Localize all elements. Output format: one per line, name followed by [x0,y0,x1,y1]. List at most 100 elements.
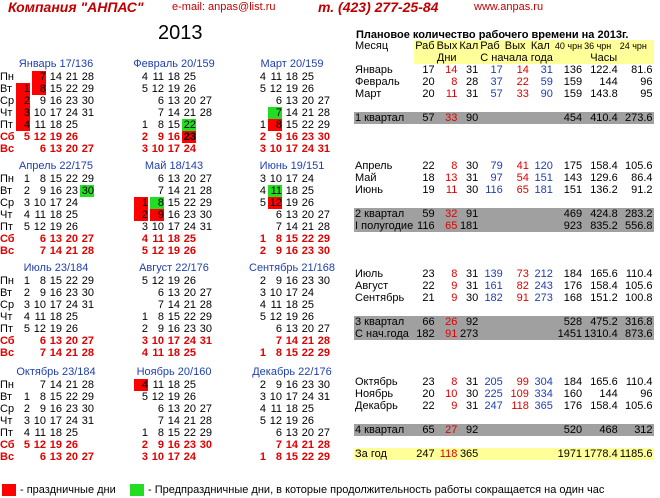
weekday-label: Вс [0,143,15,155]
calendar-day: 15 [167,311,180,323]
table-spacer [354,256,654,268]
calendar-day: 25 [183,71,196,83]
calendar-day: 7 [39,379,46,391]
calendar-day: 26 [183,245,196,257]
table-cell: 109 [510,388,529,400]
calendar-day: 25 [65,427,78,439]
calendar-day: 2 [23,287,30,299]
table-spacer [354,352,654,364]
calendar-day: 13 [49,233,62,245]
calendar-day: 25 [183,233,196,245]
calendar-day: 3 [16,107,30,119]
calendar-day: 9 [39,185,46,197]
weekday-label: Сб [0,131,15,143]
table-cell: 23 [422,268,435,280]
calendar-day: 13 [49,143,62,155]
calendar-day: 18 [49,311,62,323]
calendar-day: 24 [183,221,196,233]
table-cell: 97 [490,172,503,184]
table-cell: 1451 [553,328,584,340]
table-cell: 158.4 [590,280,618,292]
calendar-day: 11 [152,71,164,83]
table-cell: 30 [466,184,479,196]
calendar-day: 28 [199,299,212,311]
table-row: За год 247 118 365 1971 1778.4 1185.6 [354,448,654,460]
table-row: Ноябрь 20 10 30 225 109 334 160 144 96 [354,388,654,400]
table-cell: 205 [484,376,503,388]
table-cell: 30 [466,388,479,400]
calendar-day: 23 [183,209,196,221]
table-cell: 247 [414,448,436,460]
calendar-day: 14 [167,415,180,427]
table-cell: 181 [458,220,480,232]
month-title: Июль 23/184 [23,262,89,274]
weekday-label: Пт [0,323,13,335]
calendar-day: 25 [65,311,78,323]
calendar-day: 4 [259,185,266,197]
calendar-day: 5 [23,221,30,233]
calendar-day: 1 [23,275,30,287]
calendar-day: 26 [301,197,314,209]
calendar-day: 12 [151,391,164,403]
calendar-day: 29 [81,391,94,403]
calendar-day: 7 [157,415,164,427]
calendar-day: 24 [301,287,314,299]
month-title: Январь 17/136 [18,58,94,70]
table-cell [529,448,554,460]
calendar-day: 12 [33,323,46,335]
calendar-day: 3 [259,143,266,155]
calendar-day: 9 [157,439,164,451]
calendar-day: 21 [183,415,196,427]
calendar-day: 14 [167,107,180,119]
calendar-day: 9 [157,131,164,143]
calendar-day: 2 [16,95,30,107]
table-cell: Июнь [355,184,383,196]
calendar-day: 20 [65,451,78,463]
table-cell: 105.6 [625,400,653,412]
table-cell: 79 [490,160,503,172]
calendar-day: 16 [285,275,298,287]
table-cell: Февраль [355,76,400,88]
calendar-day: 3 [259,173,266,185]
calendar-day: 24 [301,173,314,185]
table-cell: 82 [516,280,529,292]
holiday-legend-label: - праздничные дни [20,484,116,496]
calendar-day: 1 [23,391,30,403]
table-cell: 151.2 [590,292,618,304]
calendar-day: 2 [141,439,148,451]
table-cell [479,424,504,436]
calendar-day: 5 [23,323,30,335]
table-cell: 184 [563,268,583,280]
column-header: Вых [435,40,459,52]
email-text[interactable]: e-mail: anpas@list.ru [172,1,276,13]
table-spacer [354,244,654,256]
calendar-day: 21 [301,439,314,451]
table-cell: 20 [422,76,435,88]
calendar-day: 12 [151,245,164,257]
website-link[interactable]: www.anpas.ru [474,1,544,13]
calendar-day: 26 [65,221,78,233]
calendar-day: 18 [49,209,62,221]
calendar-day: 21 [183,107,196,119]
calendar-day: 15 [285,233,298,245]
calendar-day: 22 [301,347,314,359]
calendar-day: 11 [34,427,46,439]
table-cell: 3 квартал [354,316,415,328]
month-title: Июнь 19/151 [259,160,325,172]
weekday-label: Ср [0,403,15,415]
calendar-day: 18 [167,347,180,359]
calendar-day: 13 [167,173,180,185]
table-cell: Апрель [355,160,393,172]
calendar-day: 19 [285,83,298,95]
column-group-header: С начала года [479,52,554,64]
table-cell: 122.4 [590,64,618,76]
table-cell: 65 [435,220,459,232]
weekday-label: Пн [0,275,14,287]
calendar-day: 7 [157,107,164,119]
calendar-day: 23 [65,287,78,299]
calendar-day: 9 [275,245,282,257]
calendar-day: 13 [285,323,298,335]
calendar-day: 5 [23,131,30,143]
table-cell: 1 квартал [354,112,415,124]
calendar-day: 8 [32,83,46,95]
